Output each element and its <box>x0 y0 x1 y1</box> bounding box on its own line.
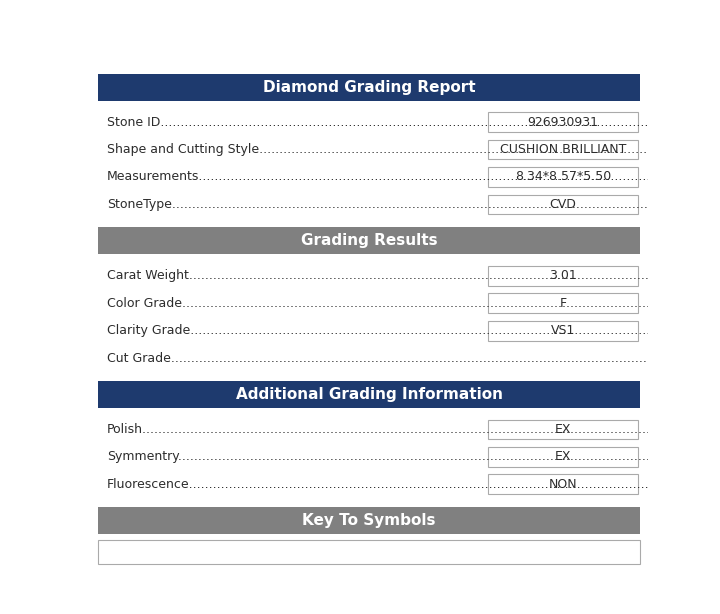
Text: Stone ID........................................................................: Stone ID................................… <box>107 115 680 129</box>
Bar <box>99 540 639 564</box>
Bar <box>488 321 638 341</box>
Bar <box>488 419 638 440</box>
Text: 8.34*8.57*5.50: 8.34*8.57*5.50 <box>515 171 611 184</box>
Bar <box>488 475 638 494</box>
Text: Measurements....................................................................: Measurements............................… <box>107 171 719 184</box>
Text: Symmentry.......................................................................: Symmentry...............................… <box>107 450 698 464</box>
Text: Shape and Cutting Style.........................................................: Shape and Cutting Style.................… <box>107 143 720 156</box>
Text: Color Grade.....................................................................: Color Grade.............................… <box>107 297 702 309</box>
Bar <box>488 266 638 286</box>
Text: VS1: VS1 <box>551 324 575 337</box>
Text: Grading Results: Grading Results <box>301 233 437 248</box>
Bar <box>488 293 638 313</box>
Text: 926930931: 926930931 <box>528 115 599 129</box>
Bar <box>99 507 639 534</box>
Text: StoneType.......................................................................: StoneType...............................… <box>107 198 692 211</box>
Text: Key To Symbols: Key To Symbols <box>302 513 436 528</box>
Text: Fluorescence....................................................................: Fluorescence............................… <box>107 478 709 491</box>
Bar <box>99 381 639 408</box>
Text: CUSHION BRILLIANT: CUSHION BRILLIANT <box>500 143 626 156</box>
Text: 3.01: 3.01 <box>549 270 577 282</box>
Bar <box>488 112 638 132</box>
Text: EX: EX <box>555 450 572 464</box>
Text: NON: NON <box>549 478 577 491</box>
Bar <box>488 167 638 187</box>
Text: Cut Grade.......................................................................: Cut Grade...............................… <box>107 352 690 365</box>
Text: Diamond Grading Report: Diamond Grading Report <box>263 80 475 95</box>
Bar <box>488 195 638 214</box>
Text: Carat Weight....................................................................: Carat Weight............................… <box>107 270 708 282</box>
Bar <box>488 447 638 467</box>
Bar <box>99 74 639 101</box>
Bar <box>488 139 638 160</box>
Text: Polish..........................................................................: Polish..................................… <box>107 423 662 436</box>
Text: Clarity Grade...................................................................: Clarity Grade...........................… <box>107 324 710 337</box>
Text: EX: EX <box>555 423 572 436</box>
Text: F: F <box>559 297 567 309</box>
Bar <box>99 227 639 254</box>
Text: Additional Grading Information: Additional Grading Information <box>235 387 503 402</box>
Text: CVD: CVD <box>550 198 577 211</box>
